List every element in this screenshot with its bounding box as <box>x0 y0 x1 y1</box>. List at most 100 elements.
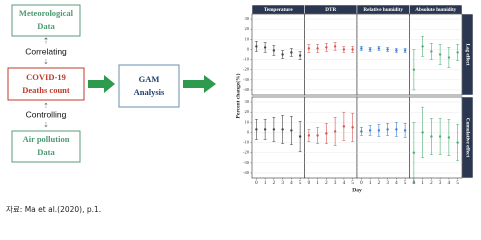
panel <box>409 13 463 96</box>
y-tick-label: -40 <box>243 170 250 175</box>
x-tick-label: 0 <box>413 181 416 186</box>
x-tick-label: 1 <box>421 181 424 186</box>
point <box>438 53 442 56</box>
point <box>403 129 407 132</box>
point <box>360 130 363 133</box>
point <box>412 151 416 154</box>
point <box>281 128 284 131</box>
x-tick-label: 5 <box>351 181 354 186</box>
point <box>395 128 398 131</box>
point <box>395 49 398 52</box>
point <box>298 54 302 57</box>
node-box <box>11 4 81 37</box>
x-tick-label: 3 <box>386 181 389 186</box>
row-label: Lag effect <box>464 43 470 65</box>
node-label: Meteorological <box>19 8 74 18</box>
point <box>333 130 337 133</box>
point <box>307 134 311 137</box>
x-tick-label: 4 <box>343 181 346 186</box>
point <box>351 126 354 129</box>
y-tick-label: 30 <box>245 16 250 21</box>
point <box>272 49 276 52</box>
panel <box>356 13 410 96</box>
point <box>421 45 424 48</box>
point <box>307 47 311 50</box>
point <box>351 48 354 51</box>
node-label: Air pollution <box>23 134 70 144</box>
y-tick-label: 10 <box>245 36 250 41</box>
point <box>368 48 372 51</box>
x-tick-label: 2 <box>430 181 433 186</box>
row-label: Cumulative effect <box>464 118 470 158</box>
x-tick-label: 1 <box>316 181 319 186</box>
y-tick-label: -10 <box>243 57 250 62</box>
faceted-chart: Temperature DTR Relative humidity Absolute … <box>234 4 474 193</box>
figure: Meteorological Data ⇡ Correlating ⇣ COVI… <box>6 4 474 214</box>
point <box>360 47 363 50</box>
point <box>430 135 433 138</box>
x-tick-label: 4 <box>395 181 398 186</box>
y-tick-label: 20 <box>245 109 250 114</box>
y-tick-label: 10 <box>245 119 250 124</box>
column-label: Temperature <box>264 7 294 13</box>
point <box>386 128 389 131</box>
relation-label: Correlating <box>25 46 67 56</box>
node-label: Deaths count <box>22 85 70 95</box>
y-tick-label: 0 <box>247 46 250 51</box>
x-tick-label: 4 <box>290 181 293 186</box>
relation-label: Controlling <box>26 109 67 119</box>
y-tick-label: -20 <box>243 67 250 72</box>
dashed-arrow: ⇣ <box>43 58 49 66</box>
point <box>263 128 267 131</box>
panel <box>304 13 358 96</box>
y-axis-label: Percent change(%) <box>234 73 241 118</box>
column-label: Relative humidity <box>363 7 403 13</box>
x-tick-label: 5 <box>456 181 459 186</box>
x-tick-label: 5 <box>404 181 407 186</box>
x-tick-label: 3 <box>439 181 442 186</box>
point <box>333 45 337 48</box>
point <box>290 51 293 54</box>
point <box>325 46 328 49</box>
node-label: Data <box>37 21 55 31</box>
x-tick-label: 2 <box>378 181 381 186</box>
y-tick-label: -40 <box>243 87 250 92</box>
point <box>316 134 319 137</box>
x-tick-label: 3 <box>334 181 337 186</box>
panel <box>304 96 358 179</box>
point <box>290 129 293 132</box>
point <box>368 129 372 132</box>
x-tick-label: 4 <box>448 181 451 186</box>
y-tick-label: 30 <box>245 99 250 104</box>
y-tick-label: -30 <box>243 77 250 82</box>
point <box>403 49 407 52</box>
x-tick-label: 2 <box>325 181 328 186</box>
y-tick-label: 20 <box>245 26 250 31</box>
x-tick-label: 0 <box>255 181 258 186</box>
y-tick-label: -30 <box>243 160 250 165</box>
y-tick-label: -10 <box>243 140 250 145</box>
point <box>412 68 416 71</box>
point <box>255 45 258 48</box>
point <box>272 128 276 131</box>
dashed-arrow: ⇡ <box>43 102 49 110</box>
column-label: DTR <box>325 7 336 13</box>
x-tick-label: 0 <box>360 181 363 186</box>
dashed-arrow: ⇣ <box>43 121 49 129</box>
point <box>377 47 381 50</box>
x-tick-label: 1 <box>369 181 372 186</box>
dashed-arrow: ⇡ <box>43 37 50 46</box>
point <box>281 53 284 56</box>
x-tick-label: 1 <box>264 181 267 186</box>
y-tick-label: -20 <box>243 150 250 155</box>
point <box>430 50 433 53</box>
point <box>342 48 346 51</box>
node-box <box>7 67 85 101</box>
point <box>421 131 424 134</box>
block-arrow <box>88 75 115 93</box>
point <box>298 135 302 138</box>
x-axis-label: Day <box>352 187 362 193</box>
panel <box>251 96 305 179</box>
point <box>386 48 389 51</box>
point <box>255 128 258 131</box>
